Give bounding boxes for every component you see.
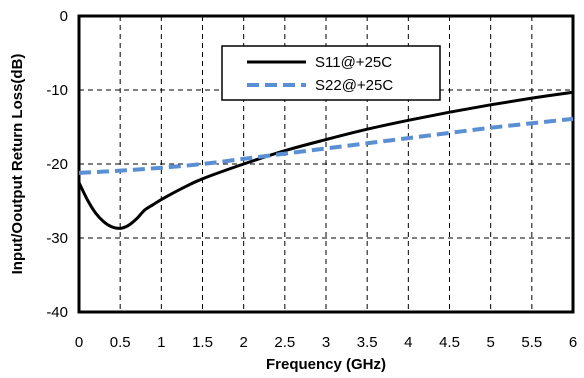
legend-label-s22: S22@+25C: [315, 77, 393, 94]
plot-frame: [77, 14, 575, 314]
series-line-s11-25c: [77, 90, 574, 230]
series-layer: [77, 90, 574, 230]
y-axis-title: Input/Ooutput Return Loss(dB): [9, 54, 26, 275]
x-axis-title: Frequency (GHz): [266, 356, 386, 373]
x-tick-label: 3.5: [357, 334, 378, 351]
legend: S11@+25C S22@+25C: [221, 45, 441, 101]
x-tick-label: 5: [486, 334, 494, 351]
x-tick-label: 2: [239, 334, 247, 351]
x-tick-labels: 0 0.5 1 1.5 2 2.5 3 3.5 4 4.5 5 5.5 6: [75, 334, 577, 351]
x-tick-label: 2.5: [274, 334, 295, 351]
x-tick-label: 0: [75, 334, 83, 351]
x-tick-label: 1.5: [192, 334, 213, 351]
x-tick-label: 3: [322, 334, 330, 351]
legend-box: [221, 45, 441, 101]
y-tick-label: -10: [46, 82, 68, 99]
y-tick-label: 0: [60, 8, 68, 25]
x-tick-label: 1: [157, 334, 165, 351]
y-tick-labels: 0 -10 -20 -30 -40: [46, 8, 68, 321]
y-tick-label: -30: [46, 230, 68, 247]
x-tick-label: 6: [569, 334, 577, 351]
x-tick-label: 5.5: [521, 334, 542, 351]
x-tick-label: 4.5: [439, 334, 460, 351]
y-tick-label: -40: [46, 304, 68, 321]
y-tick-label: -20: [46, 156, 68, 173]
legend-label-s11: S11@+25C: [315, 54, 392, 71]
series-line-s22-25c: [78, 116, 574, 175]
x-tick-label: 4: [404, 334, 412, 351]
x-tick-label: 0.5: [110, 334, 131, 351]
